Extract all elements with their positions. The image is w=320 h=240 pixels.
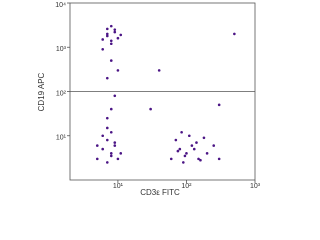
event-dot [187, 134, 191, 138]
event-dot [205, 152, 209, 155]
event-dot [101, 134, 105, 138]
event-dot [217, 157, 221, 161]
event-dot [157, 69, 161, 72]
event-dot [119, 33, 123, 37]
event-dot [116, 36, 120, 40]
event-dot [109, 154, 113, 158]
event-dot [109, 24, 113, 28]
event-dot [113, 94, 117, 98]
event-dot [105, 27, 109, 31]
event-dot [109, 130, 113, 134]
x-tick-label: 10² [181, 183, 192, 190]
event-dot [199, 158, 202, 162]
x-axis-title: CD3ε FITC [140, 188, 180, 197]
event-dot [233, 32, 236, 36]
event-dot [178, 147, 182, 151]
event-dot [109, 152, 113, 155]
event-dot [105, 32, 109, 36]
event-dot [109, 42, 113, 46]
y-axis-title: CD19 APC [37, 72, 46, 111]
event-dot [116, 157, 120, 161]
event-dot [217, 103, 221, 107]
event-dot [180, 130, 183, 134]
event-dot [95, 157, 99, 161]
event-dot [185, 152, 188, 155]
event-dot [95, 144, 99, 147]
event-dot [113, 141, 117, 144]
event-dot [149, 107, 152, 111]
y-tick-label: 10¹ [56, 135, 67, 142]
y-tick-label: 10⁴ [55, 2, 66, 9]
page: {"chart_data": {"type": "scatter", "x_la… [37, 1, 261, 198]
event-dot [105, 138, 109, 142]
event-dot [101, 147, 105, 151]
event-dot [113, 30, 117, 34]
event-dot [113, 28, 117, 31]
event-dot [109, 59, 113, 62]
event-dot [105, 116, 109, 120]
event-dot [101, 47, 105, 51]
event-dot [169, 157, 173, 161]
event-dot [105, 126, 109, 130]
event-dot [105, 161, 109, 164]
event-dot [174, 138, 178, 142]
event-dot [182, 161, 185, 164]
event-dot [192, 147, 196, 151]
event-dot [195, 141, 198, 144]
x-tick-label: 10¹ [113, 183, 124, 190]
event-dot [202, 136, 206, 140]
event-dot [105, 76, 109, 80]
event-dot [101, 38, 105, 41]
event-dot [176, 149, 180, 153]
y-tick-label: 10² [56, 90, 67, 97]
event-dot [116, 69, 120, 72]
event-dot [109, 39, 113, 43]
event-dot [197, 157, 200, 161]
event-dot [113, 144, 117, 147]
event-dot [119, 152, 123, 155]
event-dot [190, 144, 194, 147]
event-dot [109, 107, 113, 111]
chart: CD3ε FITC CD19 APC 10¹ 10² 10³ 10¹ 10² 10³ 10⁴ [37, 2, 261, 197]
x-tick-label: 10³ [250, 183, 261, 190]
event-dot [183, 154, 187, 158]
event-dot [212, 144, 216, 147]
event-dot [105, 34, 109, 38]
y-tick-label: 10³ [56, 46, 67, 53]
